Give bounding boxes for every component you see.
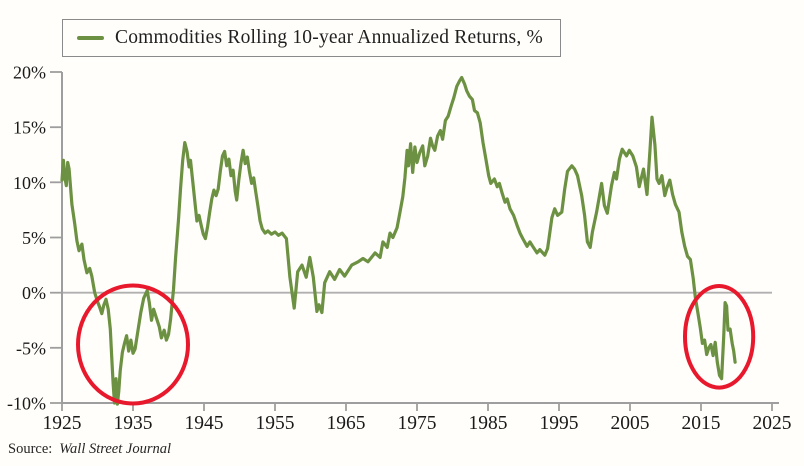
y-tick-label: 15% [13,118,46,138]
annotation-ellipse-1930s-trough [76,283,190,406]
y-tick-label: -10% [7,394,46,414]
legend-label: Commodities Rolling 10-year Annualized R… [115,27,543,48]
source-prefix: Source: [8,441,53,457]
x-tick-label: 1935 [114,413,153,434]
x-tick-label: 1955 [256,413,295,434]
x-tick-label: 1925 [43,413,82,434]
x-tick-label: 2005 [611,413,650,434]
y-tick-label: 5% [22,228,46,248]
x-tick-label: 1995 [540,413,579,434]
source-note: Source: Wall Street Journal [8,441,171,458]
legend: Commodities Rolling 10-year Annualized R… [62,19,561,57]
x-tick-label: 1985 [469,413,508,434]
source-name: Wall Street Journal [59,441,171,457]
series-line [60,75,737,406]
y-tick-label: 10% [13,173,46,193]
x-tick-label: 1945 [185,413,224,434]
annotation-ellipse-2010s-trough [683,284,756,390]
x-tick-label: 2015 [682,413,721,434]
x-tick-label: 1965 [327,413,366,434]
y-tick-label: 0% [22,283,46,303]
x-tick-label: 2025 [753,413,792,434]
x-tick-label: 1975 [398,413,437,434]
y-tick-label: 20% [13,63,46,83]
y-tick-label: -5% [16,338,46,358]
legend-line-swatch [77,35,104,41]
